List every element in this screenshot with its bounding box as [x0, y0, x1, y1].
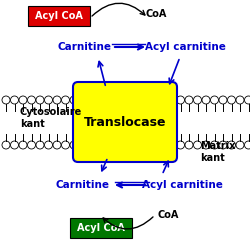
Circle shape	[194, 141, 202, 149]
Circle shape	[236, 141, 244, 149]
Circle shape	[202, 96, 210, 104]
Circle shape	[28, 96, 36, 104]
Circle shape	[70, 96, 78, 104]
Circle shape	[244, 141, 250, 149]
Text: Cytosolaire
kant: Cytosolaire kant	[20, 107, 82, 129]
Circle shape	[236, 96, 244, 104]
Circle shape	[78, 141, 86, 149]
Circle shape	[194, 96, 202, 104]
Circle shape	[244, 96, 250, 104]
Circle shape	[19, 96, 27, 104]
FancyBboxPatch shape	[73, 82, 177, 162]
Circle shape	[78, 96, 86, 104]
Circle shape	[219, 96, 227, 104]
Circle shape	[19, 141, 27, 149]
Bar	[28, 6, 90, 26]
Circle shape	[210, 141, 218, 149]
Circle shape	[219, 141, 227, 149]
Circle shape	[185, 141, 193, 149]
Circle shape	[70, 141, 78, 149]
Circle shape	[28, 141, 36, 149]
Circle shape	[176, 96, 184, 104]
Circle shape	[176, 141, 184, 149]
Circle shape	[53, 96, 61, 104]
Circle shape	[62, 141, 70, 149]
Circle shape	[2, 96, 10, 104]
Text: Acyl CoA: Acyl CoA	[77, 223, 125, 233]
Circle shape	[10, 141, 18, 149]
Circle shape	[202, 141, 210, 149]
Text: Carnitine: Carnitine	[58, 42, 112, 52]
Text: CoA: CoA	[145, 9, 167, 19]
Circle shape	[10, 96, 18, 104]
Circle shape	[44, 96, 52, 104]
Bar	[70, 218, 132, 238]
Circle shape	[44, 141, 52, 149]
Circle shape	[228, 96, 235, 104]
Text: CoA: CoA	[157, 210, 179, 220]
Circle shape	[185, 96, 193, 104]
Text: Acyl carnitine: Acyl carnitine	[144, 42, 226, 52]
Circle shape	[168, 96, 176, 104]
Circle shape	[36, 96, 44, 104]
Circle shape	[228, 141, 235, 149]
Text: Acyl CoA: Acyl CoA	[35, 11, 83, 21]
Text: Carnitine: Carnitine	[55, 180, 109, 190]
Circle shape	[168, 141, 176, 149]
Text: Matrix
kant: Matrix kant	[200, 141, 235, 163]
Circle shape	[53, 141, 61, 149]
Text: Acyl carnitine: Acyl carnitine	[142, 180, 222, 190]
Text: Translocase: Translocase	[84, 115, 166, 129]
Circle shape	[62, 96, 70, 104]
Circle shape	[2, 141, 10, 149]
Circle shape	[36, 141, 44, 149]
Circle shape	[210, 96, 218, 104]
